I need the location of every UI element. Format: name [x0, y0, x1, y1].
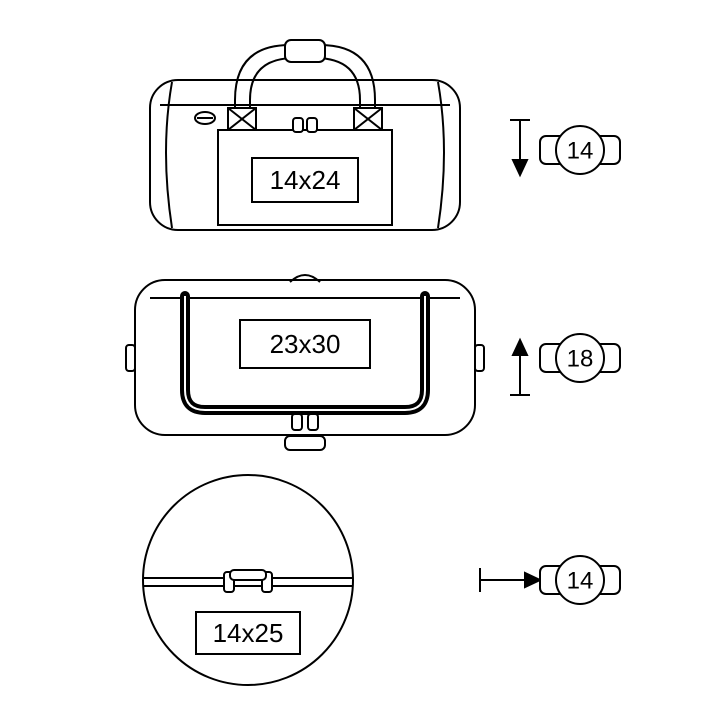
side-arrow	[480, 568, 540, 592]
dimensions-diagram: 14x24 14 23x30	[0, 0, 720, 720]
front-badge-label: 14	[567, 137, 594, 164]
side-badge-label: 14	[567, 567, 594, 594]
top-patch-label: 23x30	[270, 329, 341, 359]
front-arrow	[510, 120, 530, 175]
top-arrow	[510, 340, 530, 395]
front-patch-label: 14x24	[270, 165, 341, 195]
front-badge: 14	[540, 126, 620, 174]
top-badge-label: 18	[567, 345, 594, 372]
top-badge: 18	[540, 334, 620, 382]
top-tab-right	[475, 345, 484, 371]
side-patch-label: 14x25	[213, 618, 284, 648]
top-grip	[285, 436, 325, 450]
side-badge: 14	[540, 556, 620, 604]
top-tab-left	[126, 345, 135, 371]
view-side: 14x25	[143, 475, 353, 685]
front-vent	[195, 112, 215, 124]
view-top: 23x30	[126, 275, 484, 450]
view-front: 14x24	[150, 40, 460, 230]
